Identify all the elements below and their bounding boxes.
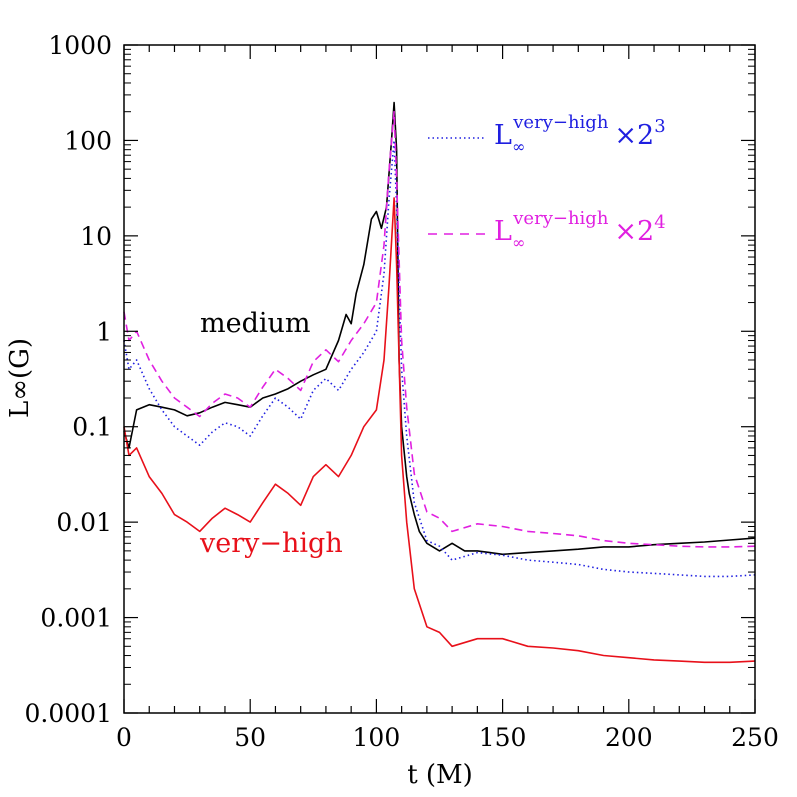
y-tick-label: 0.001 [40,604,112,633]
series-line-2 [123,139,756,578]
annotation-medium: medium [200,308,311,339]
x-tick-label: 50 [234,723,266,752]
y-axis-label: L∞(G) [5,338,35,418]
x-tick-label: 200 [605,723,653,752]
x-tick-label: 250 [731,723,779,752]
y-tick-label: 0.1 [72,413,112,442]
series-layer [123,101,756,664]
x-tick-label: 100 [353,723,401,752]
plot-frame [123,44,756,714]
x-tick-label: 0 [116,723,132,752]
x-axis-label: t (M) [407,760,473,790]
annotation-very-high: very−high [199,528,343,559]
labels-layer: 0 50 100 150 200 250 0.0001 0.001 0.01 0.1 1 10 100 1… [25,31,779,752]
y-tick-label: 10 [80,222,112,251]
legend-label-1: L∞very−high ×24 [494,208,666,252]
legend: L∞very−high ×23 L∞very−high ×24 [428,112,666,252]
y-tick-label: 1000 [48,31,112,60]
axes-layer [123,44,756,714]
y-tick-label: 0.01 [56,508,112,537]
y-tick-label: 1 [96,317,112,346]
y-tick-label: 0.0001 [25,699,112,728]
series-line-3 [123,110,756,548]
series-line-1 [123,197,756,664]
x-tick-label: 150 [479,723,527,752]
legend-label-0: L∞very−high ×23 [494,112,666,156]
y-tick-label: 100 [64,126,112,155]
